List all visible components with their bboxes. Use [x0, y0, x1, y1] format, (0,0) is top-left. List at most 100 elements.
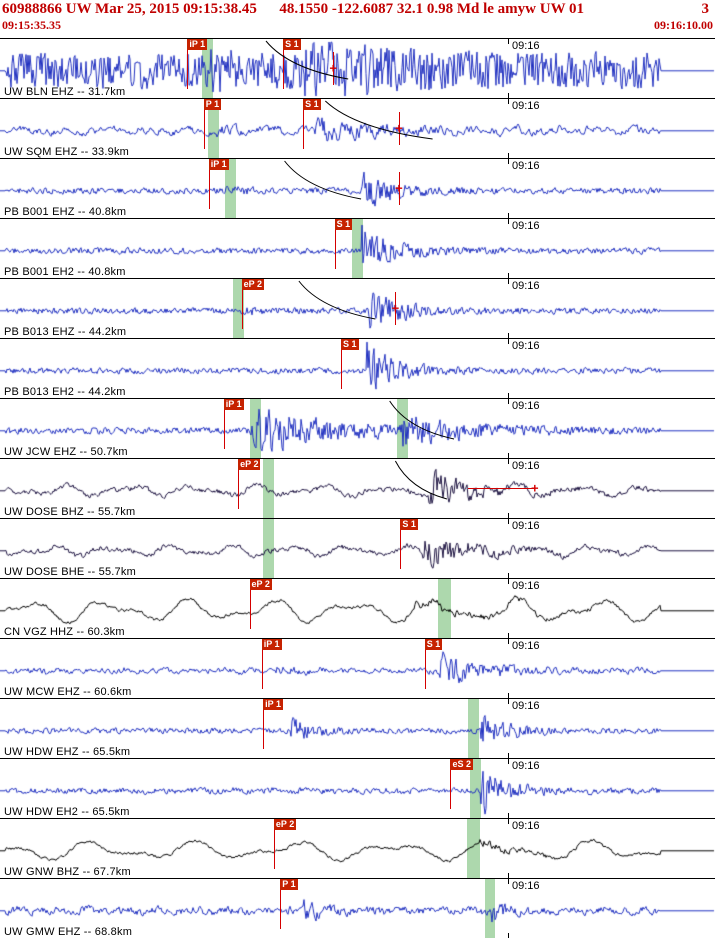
minute-time-label: 09:16	[512, 460, 540, 472]
phase-pick-label[interactable]: eP 2	[238, 459, 261, 470]
phase-pick-label[interactable]: iP 1	[261, 639, 282, 650]
minute-gridline-tick-bottom	[508, 573, 509, 578]
trace-panel: eP 2 09:16 UW GNW BHZ -- 67.7km	[0, 818, 715, 878]
waveform-canvas[interactable]	[0, 399, 715, 458]
trace-station-label: UW GMW EHZ -- 68.8km	[4, 926, 133, 938]
trace-panel: iP 1 + 09:16 PB B001 EHZ -- 40.8km	[0, 158, 715, 218]
waveform-canvas[interactable]	[0, 519, 715, 578]
minute-gridline-tick-top	[508, 819, 509, 824]
minute-gridline-tick-bottom	[508, 273, 509, 278]
phase-pick-label[interactable]: eP 2	[241, 279, 265, 290]
trace-station-label: UW HDW EHZ -- 65.5km	[4, 746, 131, 758]
minute-time-label: 09:16	[512, 580, 540, 592]
minute-gridline-tick-bottom	[508, 393, 509, 398]
waveform-canvas[interactable]	[0, 879, 715, 938]
trace-panel: iP 1 09:16 UW HDW EHZ -- 65.5km	[0, 698, 715, 758]
phase-pick-label[interactable]: S 1	[303, 99, 321, 110]
phase-pick-label[interactable]: S 1	[341, 339, 359, 350]
minute-gridline-tick-top	[508, 339, 509, 344]
minute-time-label: 09:16	[512, 880, 540, 892]
trace-station-label: UW SQM EHZ -- 33.9km	[4, 146, 130, 158]
waveform-canvas[interactable]	[0, 219, 715, 278]
phase-pick-label[interactable]: eP 2	[249, 579, 272, 590]
minute-time-label: 09:16	[512, 40, 540, 52]
window-start-time: 09:15:35.35	[2, 18, 61, 32]
minute-gridline-tick-bottom	[508, 153, 509, 158]
phase-pick-label[interactable]: P 1	[280, 879, 298, 890]
trace-panel: iP 1 S 1 09:16 UW MCW EHZ -- 60.6km	[0, 638, 715, 698]
waveform-canvas[interactable]	[0, 639, 715, 698]
minute-time-label: 09:16	[512, 760, 540, 772]
phase-pick-label[interactable]: iP 1	[263, 699, 283, 710]
phase-pick-label[interactable]: iP 1	[187, 39, 208, 50]
waveform-canvas[interactable]	[0, 759, 715, 818]
waveform-canvas[interactable]	[0, 699, 715, 758]
event-summary: 60988866 UW Mar 25, 2015 09:15:38.45 48.…	[2, 1, 585, 17]
minute-gridline-tick-top	[508, 699, 509, 704]
phase-pick-label[interactable]: eP 2	[273, 819, 297, 830]
phase-pick-label[interactable]: S 1	[400, 519, 418, 530]
minute-gridline-tick-top	[508, 579, 509, 584]
trace-station-label: PB B001 EHZ -- 40.8km	[4, 206, 127, 218]
minute-gridline-tick-top	[508, 39, 509, 44]
trace-panel: eP 2 + 09:16 UW DOSE BHZ -- 55.7km	[0, 458, 715, 518]
minute-gridline-tick-bottom	[508, 753, 509, 758]
trace-station-label: CN VGZ HHZ -- 60.3km	[4, 626, 125, 638]
waveform-canvas[interactable]	[0, 579, 715, 638]
event-header: 60988866 UW Mar 25, 2015 09:15:38.45 48.…	[0, 0, 715, 38]
minute-time-label: 09:16	[512, 160, 540, 172]
trace-station-label: PB B013 EH2 -- 44.2km	[4, 386, 126, 398]
minute-gridline-tick-bottom	[508, 213, 509, 218]
trace-station-label: UW JCW EHZ -- 50.7km	[4, 446, 128, 458]
minute-gridline-tick-top	[508, 279, 509, 284]
trace-station-label: PB B013 EHZ -- 44.2km	[4, 326, 127, 338]
trace-panel: eS 2 09:16 UW HDW EH2 -- 65.5km	[0, 758, 715, 818]
minute-gridline-tick-bottom	[508, 333, 509, 338]
trace-station-label: UW MCW EHZ -- 60.6km	[4, 686, 132, 698]
trace-panel: S 1 09:16 PB B013 EH2 -- 44.2km	[0, 338, 715, 398]
page-number: 3	[701, 1, 710, 17]
minute-gridline-tick-bottom	[508, 873, 509, 878]
minute-gridline-tick-top	[508, 99, 509, 104]
minute-gridline-tick-top	[508, 399, 509, 404]
minute-gridline-tick-top	[508, 159, 509, 164]
phase-pick-label[interactable]: iP 1	[208, 159, 229, 170]
minute-gridline-tick-top	[508, 759, 509, 764]
trace-panel: S 1 09:16 PB B001 EH2 -- 40.8km	[0, 218, 715, 278]
minute-gridline-tick-bottom	[508, 93, 509, 98]
minute-time-label: 09:16	[512, 820, 540, 832]
minute-time-label: 09:16	[512, 280, 540, 292]
minute-gridline-tick-top	[508, 219, 509, 224]
minute-gridline-tick-bottom	[508, 813, 509, 818]
trace-panel: eP 2 09:16 CN VGZ HHZ -- 60.3km	[0, 578, 715, 638]
window-end-time: 09:16:10.00	[654, 18, 713, 32]
minute-time-label: 09:16	[512, 400, 540, 412]
trace-station-label: UW BLN EHZ -- 31.7km	[4, 86, 126, 98]
minute-time-label: 09:16	[512, 100, 540, 112]
trace-station-label: UW GNW BHZ -- 67.7km	[4, 866, 131, 878]
trace-panel: P 1 09:16 UW GMW EHZ -- 68.8km	[0, 878, 715, 938]
trace-panel: eP 2 + 09:16 PB B013 EHZ -- 44.2km	[0, 278, 715, 338]
phase-pick-label[interactable]: S 1	[424, 639, 443, 650]
minute-gridline-tick-top	[508, 459, 509, 464]
waveform-canvas[interactable]	[0, 459, 715, 518]
phase-pick-label[interactable]: P 1	[203, 99, 222, 110]
minute-gridline-tick-bottom	[508, 513, 509, 518]
phase-pick-label[interactable]: iP 1	[223, 399, 244, 410]
trace-panel: S 1 09:16 UW DOSE BHE -- 55.7km	[0, 518, 715, 578]
trace-station-label: UW HDW EH2 -- 65.5km	[4, 806, 130, 818]
minute-time-label: 09:16	[512, 700, 540, 712]
trace-station-label: UW DOSE BHE -- 55.7km	[4, 566, 136, 578]
phase-pick-label[interactable]: S 1	[334, 219, 353, 230]
trace-station-label: PB B001 EH2 -- 40.8km	[4, 266, 126, 278]
waveform-canvas[interactable]	[0, 819, 715, 878]
minute-gridline-tick-top	[508, 519, 509, 524]
phase-pick-label[interactable]: eS 2	[450, 759, 473, 770]
minute-time-label: 09:16	[512, 340, 540, 352]
waveform-canvas[interactable]	[0, 39, 715, 98]
minute-gridline-tick-bottom	[508, 933, 509, 938]
phase-pick-label[interactable]: S 1	[283, 39, 301, 50]
